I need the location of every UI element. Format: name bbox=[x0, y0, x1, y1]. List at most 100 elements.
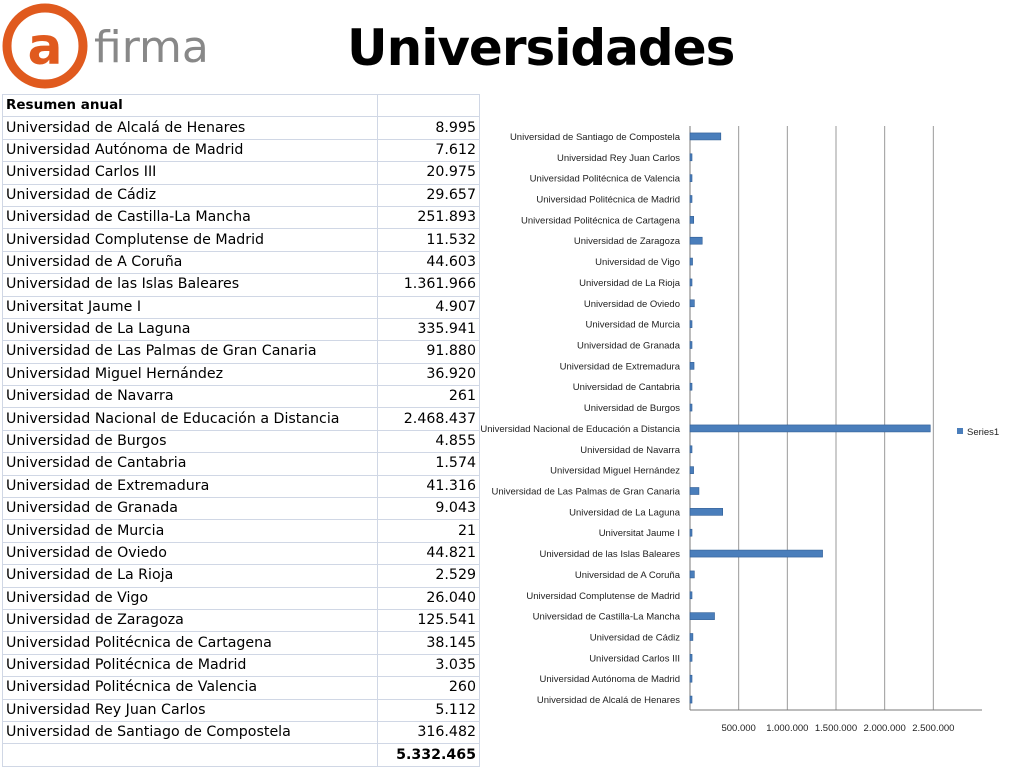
row-name: Universidad de Cádiz bbox=[2, 183, 378, 207]
table-header-row: Resumen anual bbox=[2, 93, 480, 118]
category-label: Universidad Autónoma de Madrid bbox=[540, 674, 680, 685]
bar bbox=[689, 132, 722, 141]
bar bbox=[689, 424, 931, 433]
bar bbox=[689, 278, 693, 287]
row-name: Universidad de La Laguna bbox=[2, 317, 378, 342]
bar bbox=[689, 591, 693, 600]
row-name: Universidad de Granada bbox=[2, 497, 378, 521]
row-name: Universidad de Burgos bbox=[2, 429, 378, 454]
row-value: 91.880 bbox=[377, 340, 480, 364]
row-value: 316.482 bbox=[377, 720, 480, 745]
bar bbox=[689, 174, 693, 182]
row-name: Universidad de Vigo bbox=[2, 586, 378, 610]
x-tick-label: 2.000.000 bbox=[864, 723, 906, 734]
logo-ring bbox=[2, 3, 88, 89]
row-value: 20.975 bbox=[377, 161, 480, 185]
table-row: Universidad Politécnica de Cartagena 38.1… bbox=[2, 631, 480, 655]
row-value: 260 bbox=[377, 676, 480, 700]
bar bbox=[689, 153, 693, 162]
bar bbox=[689, 654, 693, 662]
row-name: Universidad de A Coruña bbox=[2, 250, 378, 275]
row-value: 4.907 bbox=[377, 295, 480, 319]
row-name: Universidad Politécnica de Cartagena bbox=[2, 631, 378, 655]
bar bbox=[689, 674, 693, 683]
row-name: Universidad de Castilla-La Mancha bbox=[2, 205, 378, 230]
row-value: 3.035 bbox=[377, 653, 480, 678]
category-label: Universidad de Granada bbox=[577, 341, 681, 352]
row-name: Universidad Politécnica de Valencia bbox=[2, 676, 378, 700]
bar bbox=[689, 445, 693, 454]
row-name: Universidad Miguel Hernández bbox=[2, 362, 378, 387]
row-value: 125.541 bbox=[377, 608, 480, 633]
category-label: Universidad de Las Palmas de Gran Canari… bbox=[491, 487, 680, 498]
category-label: Universidad Nacional de Educación a Dist… bbox=[481, 424, 681, 435]
category-label: Universidad de La Rioja bbox=[579, 278, 681, 289]
bar bbox=[689, 403, 693, 412]
row-name: Universidad Carlos III bbox=[2, 161, 378, 185]
table-row: Universidad Complutense de Madrid 11.532 bbox=[2, 228, 480, 252]
table-row: Universidad de Extremadura 41.316 bbox=[2, 474, 480, 499]
row-value: 261 bbox=[377, 385, 480, 409]
table-total-row: 5.332.465 bbox=[2, 743, 480, 767]
row-value: 4.855 bbox=[377, 429, 480, 454]
category-label: Universidad de Navarra bbox=[580, 445, 681, 456]
table-row: Universidad de A Coruña 44.603 bbox=[2, 250, 480, 275]
category-label: Universidad Carlos III bbox=[589, 653, 680, 664]
row-name: Universidad Complutense de Madrid bbox=[2, 228, 378, 252]
category-label: Universidad Rey Juan Carlos bbox=[557, 153, 680, 164]
row-name: Universidad de La Rioja bbox=[2, 564, 378, 588]
table-row: Universidad de La Laguna 335.941 bbox=[2, 317, 480, 342]
bar bbox=[689, 216, 695, 224]
logo-letter: a bbox=[27, 17, 62, 77]
row-name: Universitat Jaume I bbox=[2, 295, 378, 319]
bar bbox=[689, 257, 693, 266]
category-label: Universidad de Alcalá de Henares bbox=[537, 695, 680, 706]
category-label: Universidad de Cádiz bbox=[590, 633, 681, 644]
category-label: Universidad de las Islas Baleares bbox=[540, 549, 681, 560]
row-value: 21 bbox=[377, 519, 480, 543]
row-value: 44.603 bbox=[377, 250, 480, 275]
table-row: Universidad de Cantabria 1.574 bbox=[2, 452, 480, 476]
table-row: Universidad Carlos III 20.975 bbox=[2, 161, 480, 185]
table-row: Universidad de Murcia 21 bbox=[2, 519, 480, 543]
bar bbox=[689, 508, 723, 516]
bar bbox=[689, 528, 693, 537]
row-value: 335.941 bbox=[377, 317, 480, 342]
row-name: Universidad de Extremadura bbox=[2, 474, 378, 499]
table-row: Universidad de Las Palmas de Gran Canari… bbox=[2, 340, 480, 364]
row-value: 8.995 bbox=[377, 116, 480, 140]
table-row: Universidad Autónoma de Madrid 7.612 bbox=[2, 138, 480, 163]
category-label: Universidad de La Laguna bbox=[569, 507, 681, 518]
category-label: Universitat Jaume I bbox=[599, 528, 680, 539]
bar bbox=[689, 549, 823, 558]
x-tick-label: 500.000 bbox=[721, 723, 755, 734]
bar bbox=[689, 362, 695, 370]
row-name: Universidad de Alcalá de Henares bbox=[2, 116, 378, 140]
category-label: Universidad Miguel Hernández bbox=[550, 466, 680, 477]
logo-text: firma bbox=[94, 22, 209, 73]
table-row: Universidad de Zaragoza 125.541 bbox=[2, 608, 480, 633]
row-name: Universidad Nacional de Educación a Dist… bbox=[2, 407, 378, 431]
row-name: Universidad de Cantabria bbox=[2, 452, 378, 476]
table-header: Resumen anual bbox=[2, 93, 378, 118]
table-row: Universidad de Santiago de Compostela 316… bbox=[2, 720, 480, 745]
row-value: 5.112 bbox=[377, 698, 480, 722]
table-row: Universidad de Oviedo 44.821 bbox=[2, 541, 480, 566]
bar bbox=[689, 633, 694, 641]
row-value: 44.821 bbox=[377, 541, 480, 566]
table-row: Universidad de Vigo 26.040 bbox=[2, 586, 480, 610]
category-label: Universidad de Burgos bbox=[584, 403, 680, 414]
table-row: Universidad Miguel Hernández 36.920 bbox=[2, 362, 480, 387]
row-name: Universidad de Santiago de Compostela bbox=[2, 720, 378, 745]
table-row: Universidad de Alcalá de Henares 8.995 bbox=[2, 116, 480, 140]
table-row: Universitat Jaume I 4.907 bbox=[2, 295, 480, 319]
bar bbox=[689, 299, 695, 308]
bar bbox=[689, 236, 703, 245]
x-tick-label: 1.500.000 bbox=[815, 723, 857, 734]
row-value: 2.468.437 bbox=[377, 407, 480, 431]
bar bbox=[689, 382, 693, 391]
bar bbox=[689, 487, 700, 495]
bar-chart: 500.000 1.000.000 1.500.000 2.000.000 2.500.… bbox=[481, 126, 999, 734]
bar bbox=[689, 612, 715, 620]
table-row: Universidad de Navarra 261 bbox=[2, 385, 480, 409]
